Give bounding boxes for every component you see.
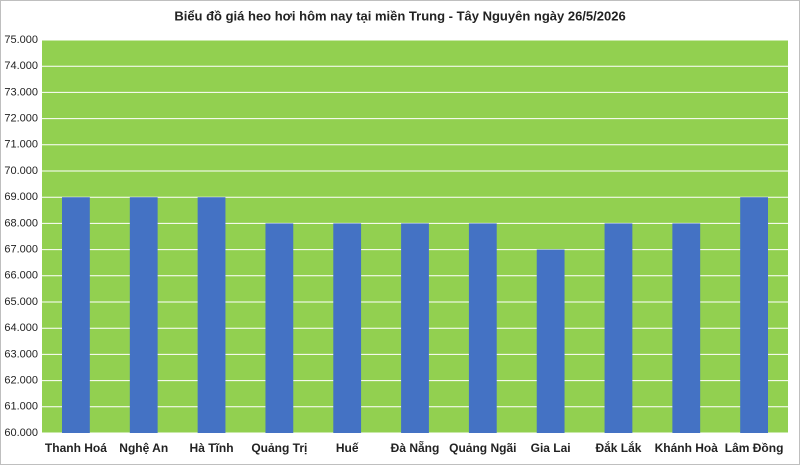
bar: [129, 197, 158, 433]
x-tick-label: Quảng Ngãi: [449, 441, 516, 455]
bar: [740, 197, 768, 433]
y-tick-label: 75.000: [4, 34, 38, 46]
y-tick-label: 67.000: [4, 244, 38, 256]
y-tick-label: 74.000: [4, 60, 38, 72]
x-tick-label: Huế: [336, 441, 359, 455]
y-tick-label: 60.000: [4, 427, 38, 439]
y-tick-label: 64.000: [4, 322, 38, 334]
x-tick-label: Quảng Trị: [251, 441, 307, 455]
y-tick-label: 70.000: [4, 165, 38, 177]
y-tick-label: 65.000: [4, 296, 38, 308]
bar: [401, 223, 429, 433]
bar: [333, 223, 362, 433]
x-tick-label: Lâm Đồng: [725, 441, 784, 455]
x-tick-label: Gia Lai: [531, 441, 571, 455]
y-tick-label: 62.000: [4, 375, 38, 387]
bar: [197, 197, 226, 433]
x-tick-label: Thanh Hoá: [45, 441, 107, 455]
bar: [672, 223, 701, 433]
x-tick-label: Đắk Lắk: [595, 440, 641, 455]
x-tick-label: Hà Tĩnh: [190, 441, 234, 455]
y-tick-label: 71.000: [4, 139, 38, 151]
bar: [62, 197, 90, 433]
bar: [536, 249, 565, 433]
y-tick-label: 73.000: [4, 86, 38, 98]
chart-title: Biểu đồ giá heo hơi hôm nay tại miền Tru…: [174, 8, 625, 23]
y-tick-label: 61.000: [4, 401, 38, 413]
y-tick-label: 72.000: [4, 113, 38, 125]
y-tick-label: 69.000: [4, 191, 38, 203]
y-tick-label: 68.000: [4, 217, 38, 229]
x-tick-label: Nghệ An: [119, 441, 168, 455]
bar: [468, 223, 497, 433]
x-tick-label: Đà Nẵng: [391, 440, 440, 455]
x-tick-label: Khánh Hoà: [655, 441, 719, 455]
y-tick-label: 63.000: [4, 348, 38, 360]
y-tick-label: 66.000: [4, 270, 38, 282]
bar: [604, 223, 633, 433]
bar: [265, 223, 294, 433]
